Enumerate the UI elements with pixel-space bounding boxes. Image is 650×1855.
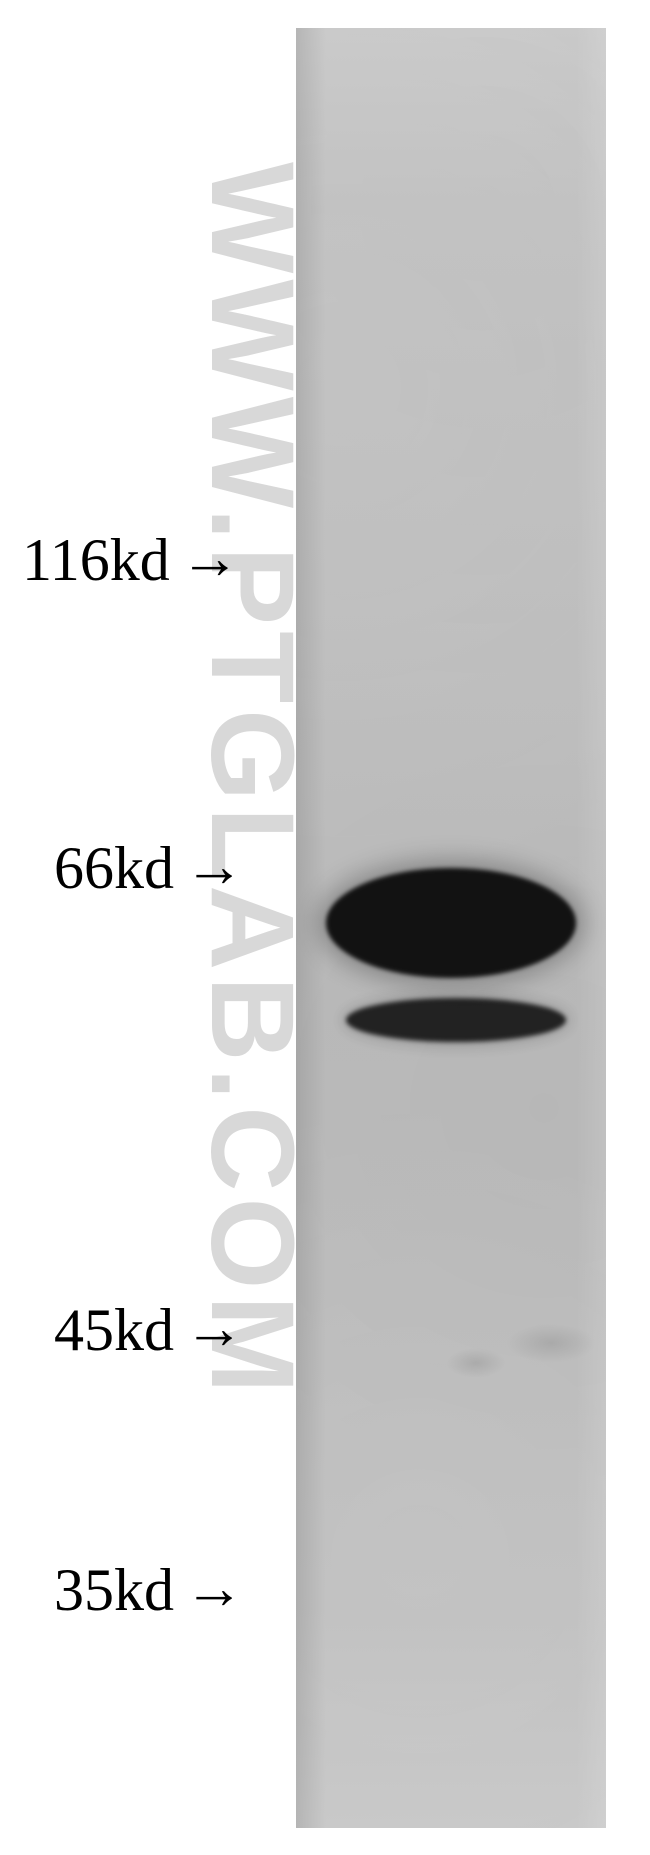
- lane-edge-right: [576, 28, 606, 1828]
- mw-marker-35kd: 35kd →: [54, 1560, 244, 1620]
- mw-marker-66kd: 66kd →: [54, 838, 244, 898]
- arrow-right-icon: →: [184, 1298, 244, 1358]
- arrow-right-icon: →: [180, 528, 240, 588]
- band-minor: [346, 998, 566, 1042]
- mw-marker-label: 45kd: [54, 1300, 174, 1360]
- arrow-right-icon: →: [184, 1558, 244, 1618]
- mw-marker-label: 116kd: [22, 530, 170, 590]
- lane-edge-left: [296, 28, 326, 1828]
- lane-smudge: [506, 1323, 596, 1363]
- watermark: WWW.PTGLAB.COM: [184, 162, 304, 1692]
- mw-marker-label: 66kd: [54, 838, 174, 898]
- mw-marker-label: 35kd: [54, 1560, 174, 1620]
- mw-marker-116kd: 116kd →: [22, 530, 240, 590]
- lane-smudge: [446, 1348, 506, 1378]
- blot-figure: WWW.PTGLAB.COM 116kd → 66kd → 45kd → 35k…: [0, 0, 650, 1855]
- band-main: [326, 868, 576, 978]
- mw-marker-45kd: 45kd →: [54, 1300, 244, 1360]
- arrow-right-icon: →: [184, 836, 244, 896]
- blot-lane: [296, 28, 606, 1828]
